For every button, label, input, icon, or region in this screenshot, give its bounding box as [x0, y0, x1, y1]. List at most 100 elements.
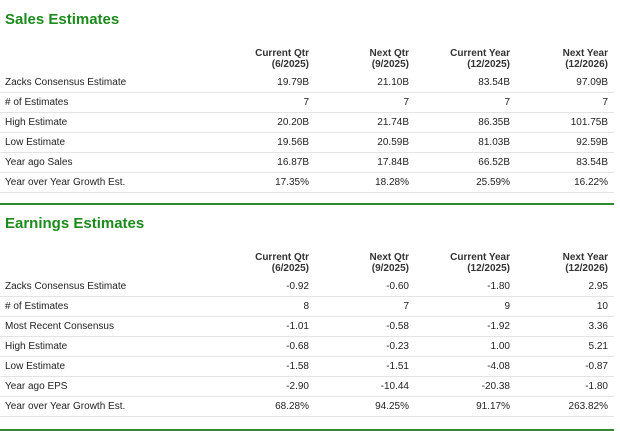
column-title: Current Qtr [255, 48, 309, 59]
table-cell: 25.59% [410, 172, 511, 193]
table-cell: -0.58 [310, 316, 410, 337]
row-label: Year over Year Growth Est. [0, 396, 200, 417]
table-cell: 92.59B [511, 132, 614, 153]
table-cell: 20.20B [200, 112, 310, 133]
column-title: Next Year [562, 252, 608, 263]
table-row: Year over Year Growth Est. 17.35% 18.28%… [0, 172, 614, 193]
row-label: Year over Year Growth Est. [0, 172, 200, 193]
sales-estimates-title: Sales Estimates [5, 11, 120, 28]
column-period: (9/2025) [371, 59, 409, 70]
section-divider [0, 429, 614, 431]
row-label: Zacks Consensus Estimate [0, 277, 200, 297]
row-label: # of Estimates [0, 92, 200, 113]
earnings-col-next-year: Next Year (12/2026) [511, 233, 614, 277]
earnings-col-current-qtr: Current Qtr (6/2025) [200, 233, 310, 277]
column-title: Current Qtr [255, 252, 309, 263]
table-cell: -0.87 [511, 356, 614, 377]
sales-header-row: Current Qtr (6/2025) Next Qtr (9/2025) Cur… [0, 29, 614, 73]
column-period: (12/2025) [467, 263, 510, 274]
table-cell: -1.01 [200, 316, 310, 337]
table-cell: 16.87B [200, 152, 310, 173]
table-cell: 18.28% [310, 172, 410, 193]
column-period: (12/2025) [467, 59, 510, 70]
table-cell: -2.90 [200, 376, 310, 397]
column-period: (12/2026) [565, 59, 608, 70]
earnings-header-label-cell [0, 233, 200, 277]
table-cell: 10 [511, 296, 614, 317]
earnings-estimates-title: Earnings Estimates [5, 215, 145, 232]
table-cell: -1.51 [310, 356, 410, 377]
earnings-estimates-table: Current Qtr (6/2025) Next Qtr (9/2025) Cur… [0, 233, 614, 417]
sales-col-next-qtr: Next Qtr (9/2025) [310, 29, 410, 73]
table-cell: -0.23 [310, 336, 410, 357]
table-cell: 20.59B [310, 132, 410, 153]
row-label: # of Estimates [0, 296, 200, 317]
table-cell: 91.17% [410, 396, 511, 417]
row-label: Year ago EPS [0, 376, 200, 397]
column-title: Next Year [562, 48, 608, 59]
column-period: (6/2025) [271, 59, 309, 70]
table-cell: 2.95 [511, 277, 614, 297]
table-row: Low Estimate 19.56B 20.59B 81.03B 92.59B [0, 132, 614, 153]
earnings-col-next-qtr: Next Qtr (9/2025) [310, 233, 410, 277]
table-row: Low Estimate -1.58 -1.51 -4.08 -0.87 [0, 356, 614, 377]
table-cell: 97.09B [511, 73, 614, 93]
table-cell: 8 [200, 296, 310, 317]
column-period: (12/2026) [565, 263, 608, 274]
table-row: # of Estimates 8 7 9 10 [0, 296, 614, 317]
table-row: Most Recent Consensus -1.01 -0.58 -1.92 … [0, 316, 614, 337]
table-cell: 1.00 [410, 336, 511, 357]
table-cell: 21.10B [310, 73, 410, 93]
table-cell: -1.80 [511, 376, 614, 397]
row-label: Zacks Consensus Estimate [0, 73, 200, 93]
table-row: Year ago Sales 16.87B 17.84B 66.52B 83.5… [0, 152, 614, 173]
table-cell: 21.74B [310, 112, 410, 133]
table-row: Zacks Consensus Estimate -0.92 -0.60 -1.… [0, 277, 614, 297]
table-cell: 66.52B [410, 152, 511, 173]
table-cell: 5.21 [511, 336, 614, 357]
row-label: Low Estimate [0, 132, 200, 153]
sales-col-current-qtr: Current Qtr (6/2025) [200, 29, 310, 73]
table-cell: -4.08 [410, 356, 511, 377]
table-cell: 263.82% [511, 396, 614, 417]
row-label: Most Recent Consensus [0, 316, 200, 337]
table-row: Year ago EPS -2.90 -10.44 -20.38 -1.80 [0, 376, 614, 397]
column-title: Next Qtr [369, 252, 409, 263]
table-cell: 19.79B [200, 73, 310, 93]
table-cell: 7 [511, 92, 614, 113]
table-row: Zacks Consensus Estimate 19.79B 21.10B 8… [0, 73, 614, 93]
table-cell: 81.03B [410, 132, 511, 153]
table-cell: 83.54B [410, 73, 511, 93]
table-cell: 17.84B [310, 152, 410, 173]
table-cell: 94.25% [310, 396, 410, 417]
table-cell: -20.38 [410, 376, 511, 397]
table-cell: 7 [310, 92, 410, 113]
sales-col-next-year: Next Year (12/2026) [511, 29, 614, 73]
row-label: Year ago Sales [0, 152, 200, 173]
table-cell: -1.58 [200, 356, 310, 377]
table-cell: 7 [200, 92, 310, 113]
table-row: # of Estimates 7 7 7 7 [0, 92, 614, 113]
table-row: High Estimate 20.20B 21.74B 86.35B 101.7… [0, 112, 614, 133]
column-period: (6/2025) [271, 263, 309, 274]
row-label: High Estimate [0, 336, 200, 357]
sales-col-current-year: Current Year (12/2025) [410, 29, 511, 73]
sales-estimates-table: Current Qtr (6/2025) Next Qtr (9/2025) Cur… [0, 29, 614, 193]
table-cell: 19.56B [200, 132, 310, 153]
table-cell: 7 [310, 296, 410, 317]
earnings-estimates-section: Earnings Estimates Current Qtr (6/2025) N… [0, 205, 614, 431]
column-title: Current Year [450, 48, 510, 59]
table-cell: 101.75B [511, 112, 614, 133]
table-cell: -10.44 [310, 376, 410, 397]
table-row: Year over Year Growth Est. 68.28% 94.25%… [0, 396, 614, 417]
table-cell: 86.35B [410, 112, 511, 133]
sales-estimates-section: Sales Estimates Current Qtr (6/2025) Next… [0, 0, 614, 205]
table-row: High Estimate -0.68 -0.23 1.00 5.21 [0, 336, 614, 357]
table-cell: 16.22% [511, 172, 614, 193]
table-cell: -0.68 [200, 336, 310, 357]
table-cell: 83.54B [511, 152, 614, 173]
table-cell: 17.35% [200, 172, 310, 193]
table-cell: 9 [410, 296, 511, 317]
section-divider [0, 203, 614, 205]
table-cell: -0.92 [200, 277, 310, 297]
